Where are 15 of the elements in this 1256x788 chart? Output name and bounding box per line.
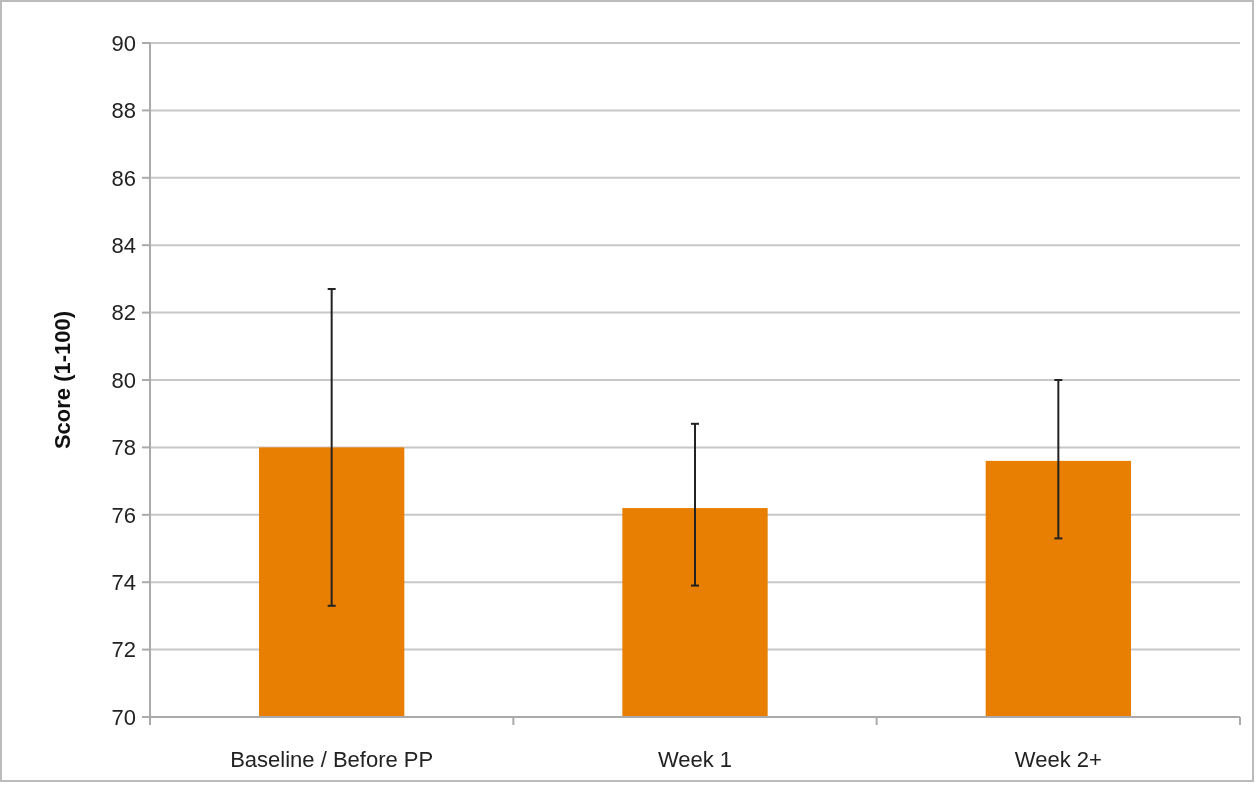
y-tick-label: 86 <box>111 165 136 191</box>
y-tick-label: 82 <box>111 300 136 326</box>
y-tick-label: 74 <box>111 569 136 595</box>
x-tick-label: Baseline / Before PP <box>230 747 434 772</box>
y-tick-label: 88 <box>111 98 136 124</box>
y-tick-label: 72 <box>111 637 136 663</box>
y-tick-label: 78 <box>111 435 136 461</box>
y-tick-label: 84 <box>111 232 136 258</box>
y-tick-label: 80 <box>111 367 136 393</box>
y-tick-label: 76 <box>111 502 136 528</box>
y-axis-title: Score (1-100) <box>50 310 75 450</box>
x-tick-label: Week 1 <box>657 747 733 772</box>
x-tick-label: Week 2+ <box>1014 747 1102 772</box>
y-tick-label: 70 <box>111 704 136 730</box>
y-tick-label: 90 <box>111 30 136 56</box>
